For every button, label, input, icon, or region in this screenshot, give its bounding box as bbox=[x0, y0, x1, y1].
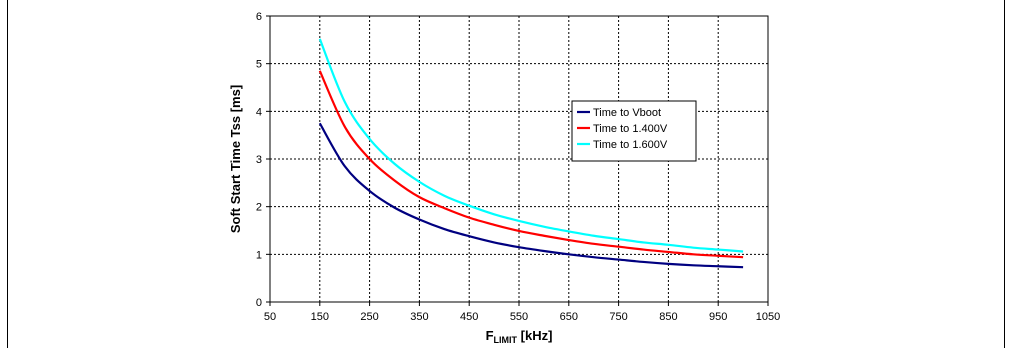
x-tick-label: 350 bbox=[410, 311, 428, 323]
y-tick-label: 6 bbox=[256, 11, 262, 23]
y-tick-label: 1 bbox=[256, 249, 262, 261]
x-axis-title-unit: [kHz] bbox=[517, 328, 552, 343]
y-tick-label: 4 bbox=[256, 106, 262, 118]
series-lines bbox=[318, 38, 744, 269]
legend-label: Time to Vboot bbox=[593, 107, 661, 119]
x-tick-label: 50 bbox=[264, 311, 276, 323]
x-tick-label: 1050 bbox=[756, 311, 780, 323]
y-tick-label: 0 bbox=[256, 297, 262, 309]
series-line bbox=[318, 38, 744, 253]
x-tick-label: 850 bbox=[659, 311, 677, 323]
y-tick-labels: 0 1 2 3 4 5 6 bbox=[256, 11, 270, 309]
y-tick-label: 5 bbox=[256, 59, 262, 71]
x-tick-labels: 50 150 250 350 450 550 650 750 850 950 1050 bbox=[264, 302, 780, 323]
x-axis-title-subscript: LIMIT bbox=[494, 335, 518, 345]
x-axis-title-main: F bbox=[486, 328, 494, 343]
x-tick-label: 250 bbox=[360, 311, 378, 323]
x-tick-label: 950 bbox=[709, 311, 727, 323]
legend: Time to Vboot Time to 1.400V Time to 1.600… bbox=[571, 100, 697, 162]
y-tick-label: 2 bbox=[256, 202, 262, 214]
x-tick-label: 150 bbox=[311, 311, 329, 323]
x-tick-label: 550 bbox=[510, 311, 528, 323]
legend-box bbox=[571, 100, 697, 162]
legend-label: Time to 1.400V bbox=[593, 123, 668, 135]
x-axis-title: FLIMIT [kHz] bbox=[486, 328, 553, 345]
series-line bbox=[318, 70, 744, 259]
x-tick-label: 450 bbox=[460, 311, 478, 323]
y-axis-title: Soft Start Time Tss [ms] bbox=[228, 85, 243, 233]
chart-frame bbox=[7, 0, 1005, 348]
series-line bbox=[318, 122, 744, 269]
y-tick-label: 3 bbox=[256, 154, 262, 166]
x-tick-label: 650 bbox=[560, 311, 578, 323]
legend-label: Time to 1.600V bbox=[593, 139, 668, 151]
x-tick-label: 750 bbox=[609, 311, 627, 323]
